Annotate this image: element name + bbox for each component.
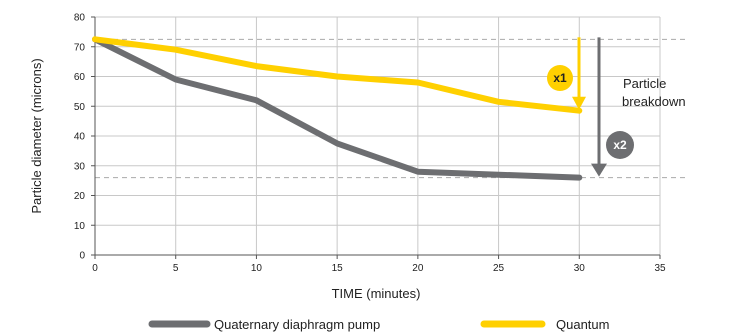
y-tick-label-80: 80 <box>74 13 86 24</box>
y-tick-label-0: 0 <box>79 251 85 262</box>
y-tick-label-40: 40 <box>74 132 86 143</box>
series-line-pump <box>92 36 583 181</box>
breakdown-label-line1: Particle <box>623 76 666 91</box>
x-tick-label-35: 35 <box>654 263 666 274</box>
quantum-multiplier-badge <box>547 65 573 91</box>
x-tick-label-25: 25 <box>493 263 505 274</box>
series-lines <box>92 36 583 181</box>
legend-label-quantum: Quantum <box>556 317 609 332</box>
axes: 0 10 20 30 40 50 60 70 80 0 5 10 15 20 25 30 35 <box>74 13 666 275</box>
pump-multiplier-label: x2 <box>613 138 627 152</box>
breakdown-label-line2: breakdown <box>622 94 686 109</box>
legend: Quaternary diaphragm pump Quantum <box>148 317 609 332</box>
annotations: x1 x2 Particle breakdown <box>547 37 686 177</box>
x-tick-label-15: 15 <box>332 263 344 274</box>
x-tick-label-20: 20 <box>412 263 424 274</box>
x-tick-label-10: 10 <box>251 263 263 274</box>
y-tick-label-10: 10 <box>74 221 86 232</box>
pump-arrowhead <box>591 163 607 177</box>
x-tick-label-0: 0 <box>92 263 98 274</box>
y-tick-label-50: 50 <box>74 102 86 113</box>
y-tick-label-60: 60 <box>74 72 86 83</box>
y-tick-label-30: 30 <box>74 161 86 172</box>
y-tick-label-70: 70 <box>74 42 86 53</box>
quantum-multiplier-label: x1 <box>553 71 567 85</box>
x-tick-label-5: 5 <box>173 263 179 274</box>
series-line-quantum <box>92 36 583 114</box>
y-tick-label-20: 20 <box>74 191 86 202</box>
y-axis-title: Particle diameter (microns) <box>29 58 44 213</box>
pump-multiplier-badge <box>606 131 634 159</box>
x-tick-label-30: 30 <box>574 263 586 274</box>
x-axis-title: TIME (minutes) <box>332 286 421 301</box>
quantum-arrowhead <box>572 96 586 110</box>
legend-label-pump: Quaternary diaphragm pump <box>214 317 380 332</box>
